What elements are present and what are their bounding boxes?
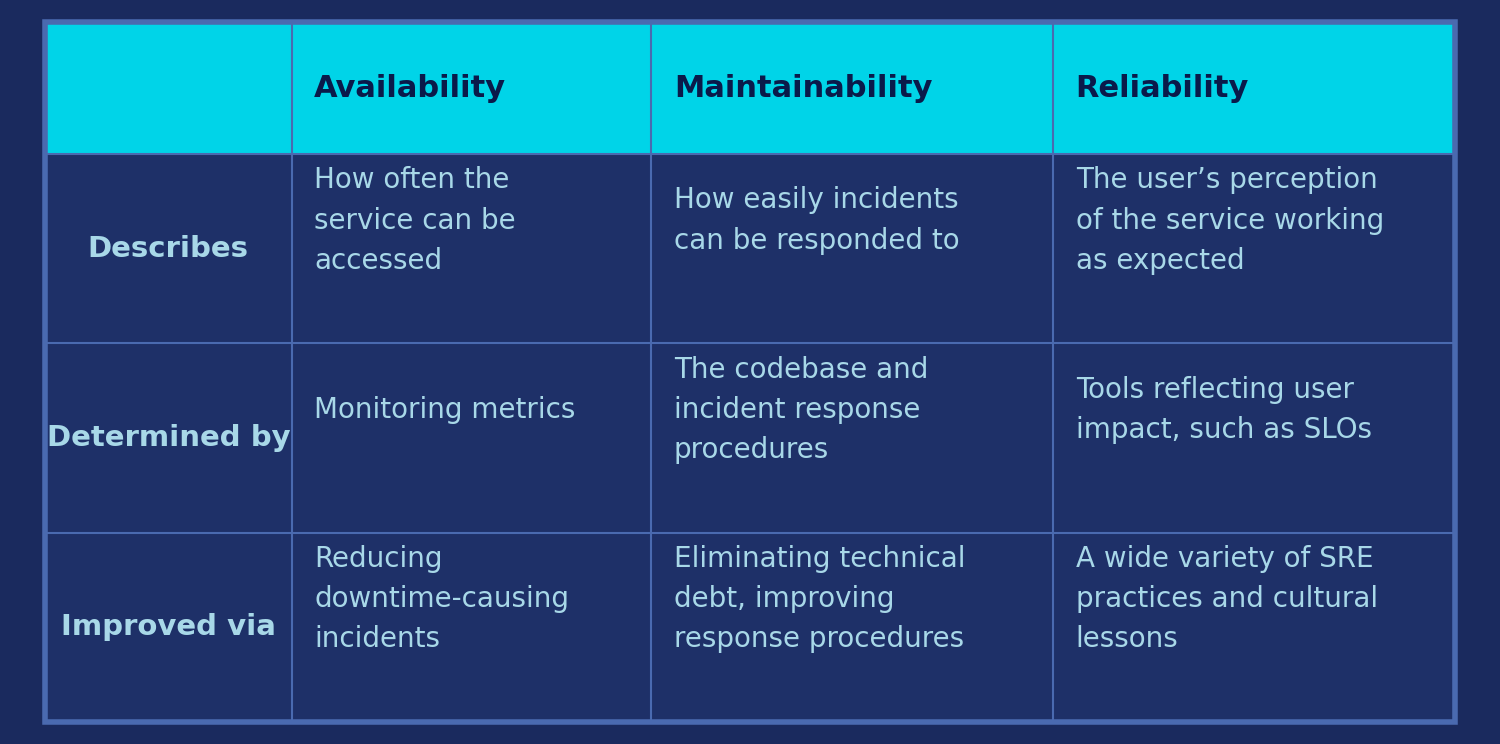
Text: The user’s perception
of the service working
as expected: The user’s perception of the service wor… <box>1076 167 1384 275</box>
Text: Describes: Describes <box>88 235 249 263</box>
Bar <box>45 344 1455 533</box>
Bar <box>45 533 1455 722</box>
Bar <box>45 22 1455 154</box>
Bar <box>45 154 1455 344</box>
Text: Reliability: Reliability <box>1076 74 1250 103</box>
Text: Reducing
downtime-causing
incidents: Reducing downtime-causing incidents <box>314 545 570 652</box>
Text: The codebase and
incident response
procedures: The codebase and incident response proce… <box>674 356 928 464</box>
Text: Determined by: Determined by <box>46 424 290 452</box>
Text: A wide variety of SRE
practices and cultural
lessons: A wide variety of SRE practices and cult… <box>1076 545 1378 652</box>
Text: How often the
service can be
accessed: How often the service can be accessed <box>314 167 516 275</box>
Text: How easily incidents
can be responded to: How easily incidents can be responded to <box>674 187 960 254</box>
Text: Monitoring metrics: Monitoring metrics <box>314 396 576 423</box>
Text: Maintainability: Maintainability <box>674 74 933 103</box>
Text: Improved via: Improved via <box>62 613 276 641</box>
Text: Tools reflecting user
impact, such as SLOs: Tools reflecting user impact, such as SL… <box>1076 376 1371 443</box>
Text: Eliminating technical
debt, improving
response procedures: Eliminating technical debt, improving re… <box>674 545 966 652</box>
Text: Availability: Availability <box>314 74 507 103</box>
